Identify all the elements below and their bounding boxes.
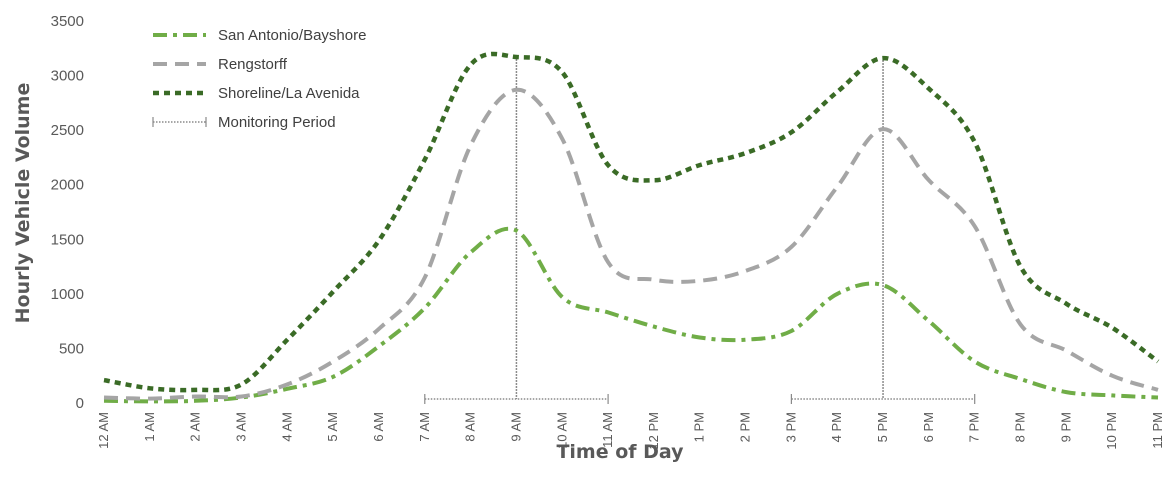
y-tick-label: 1000 (51, 286, 84, 303)
x-tick-label: 3 AM (233, 412, 248, 442)
x-tick-label: 8 PM (1013, 412, 1028, 442)
legend-label: Rengstorff (218, 56, 288, 73)
x-tick-label: 5 PM (875, 412, 890, 442)
x-tick-label: 5 AM (325, 412, 340, 442)
x-tick-label: 11 PM (1150, 412, 1165, 449)
legend: San Antonio/Bayshore Rengstorff Shoreline/… (152, 27, 366, 131)
x-tick-label: 10 PM (1104, 412, 1119, 450)
series-line-shoreline-la-avenida (103, 51, 1160, 393)
x-tick-label: 10 AM (554, 412, 569, 449)
x-tick-label: 1 AM (142, 412, 157, 442)
x-tick-label: 7 PM (967, 412, 982, 442)
x-tick-label: 6 PM (921, 412, 936, 442)
x-tick-label: 4 PM (829, 412, 844, 442)
y-tick-label: 2000 (51, 177, 84, 194)
y-tick-label: 1500 (51, 231, 84, 248)
y-tick-label: 2500 (51, 122, 84, 139)
legend-label: Shoreline/La Avenida (218, 85, 360, 102)
x-tick-label: 4 AM (279, 412, 294, 442)
y-tick-label: 500 (59, 340, 84, 357)
y-tick-label: 3000 (51, 68, 84, 85)
x-tick-label: 9 AM (508, 412, 523, 442)
legend-label-monitoring: Monitoring Period (218, 114, 336, 131)
legend-label: San Antonio/Bayshore (218, 27, 366, 44)
y-tick-label: 3500 (51, 13, 84, 30)
series-line-rengstorff (103, 87, 1159, 401)
x-tick-label: 9 PM (1058, 412, 1073, 442)
x-tick-label: 12 PM (646, 412, 661, 450)
y-tick-label: 0 (76, 395, 84, 412)
x-axis-ticks: 12 AM 1 AM 2 AM 3 AM 4 AM 5 AM 6 AM 7 AM 8 AM 9 A… (96, 412, 1165, 450)
x-tick-label: 8 AM (463, 412, 478, 442)
series-lines (103, 51, 1160, 404)
series-line-san-antonio-bayshore (103, 226, 1159, 404)
y-axis-title: Hourly Vehicle Volume (12, 83, 34, 324)
x-tick-label: 12 AM (96, 412, 111, 449)
x-tick-label: 1 PM (692, 412, 707, 442)
x-axis-title: Time of Day (556, 441, 684, 463)
monitoring-period-markers (424, 59, 976, 404)
x-tick-label: 3 PM (783, 412, 798, 442)
x-tick-label: 6 AM (371, 412, 386, 442)
y-axis-ticks: 0 500 1000 1500 2000 2500 3000 3500 (51, 13, 84, 412)
x-tick-label: 2 PM (738, 412, 753, 442)
x-tick-label: 7 AM (417, 412, 432, 442)
x-tick-label: 11 AM (600, 412, 615, 448)
x-tick-label: 2 AM (188, 412, 203, 442)
